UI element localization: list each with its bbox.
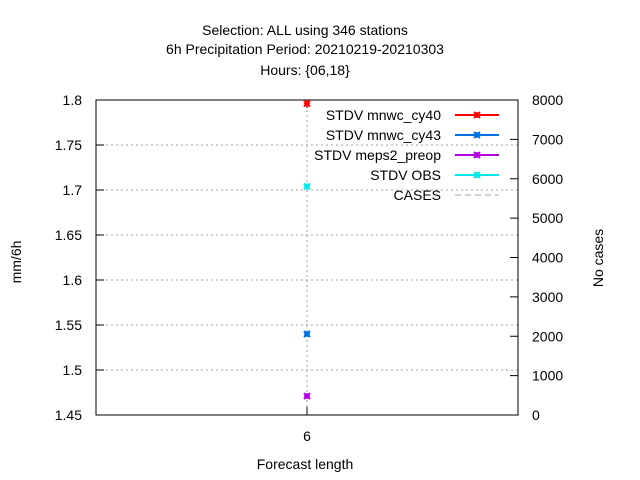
y2-tick-label: 5000	[532, 210, 563, 226]
legend-label: STDV meps2_preop	[314, 147, 441, 163]
legend-label: STDV mnwc_cy40	[326, 107, 441, 123]
y-axis-ticks: 1.45 1.5 1.55 1.6 1.65 1.7 1.75 1.8	[55, 92, 104, 423]
y2-axis-ticks: 0 1000 2000 3000 4000 5000 6000 7000 8000	[510, 92, 563, 423]
y2-tick-label: 1000	[532, 368, 563, 384]
legend-label: STDV mnwc_cy43	[326, 127, 441, 143]
plot-frame	[95, 99, 519, 416]
data-point-stdv-meps2-preop	[303, 392, 311, 400]
legend-swatch-marker	[473, 131, 481, 139]
chart-title-line1: Selection: ALL using 346 stations	[202, 22, 408, 38]
y2-tick-label: 7000	[532, 131, 563, 147]
y-tick-label: 1.65	[55, 227, 82, 243]
chart-title-line2: 6h Precipitation Period: 20210219-202103…	[166, 41, 444, 57]
y-axis-label: mm/6h	[8, 241, 24, 284]
y-tick-label: 1.75	[55, 137, 82, 153]
legend-swatch-marker	[473, 151, 481, 159]
y2-tick-label: 6000	[532, 171, 563, 187]
grid-lines	[96, 100, 518, 415]
x-axis-label: Forecast length	[257, 456, 354, 472]
y2-tick-label: 4000	[532, 250, 563, 266]
legend-label: STDV OBS	[370, 167, 441, 183]
y2-tick-label: 0	[532, 407, 540, 423]
data-point-stdv-obs	[303, 182, 311, 191]
data-point-stdv-mnwc-cy40	[303, 99, 311, 108]
y2-tick-label: 8000	[532, 92, 563, 108]
y2-tick-label: 2000	[532, 328, 563, 344]
y-tick-label: 1.45	[55, 407, 82, 423]
y-tick-label: 1.7	[63, 182, 83, 198]
y-tick-label: 1.55	[55, 317, 82, 333]
legend-swatch-marker	[473, 171, 481, 179]
y-tick-label: 1.5	[63, 362, 83, 378]
y2-tick-label: 3000	[532, 289, 563, 305]
chart-title-line3: Hours: {06,18}	[260, 62, 350, 78]
legend: STDV mnwc_cy40 STDV mnwc_cy43 STDV meps2_p…	[314, 107, 499, 203]
legend-label: CASES	[394, 187, 441, 203]
legend-swatch-marker	[473, 111, 481, 119]
data-points	[303, 99, 311, 400]
y-tick-label: 1.6	[63, 272, 83, 288]
data-point-stdv-mnwc-cy43	[303, 330, 311, 338]
y2-axis-label: No cases	[590, 229, 606, 287]
x-tick-label: 6	[303, 428, 311, 444]
y-tick-label: 1.8	[63, 92, 83, 108]
